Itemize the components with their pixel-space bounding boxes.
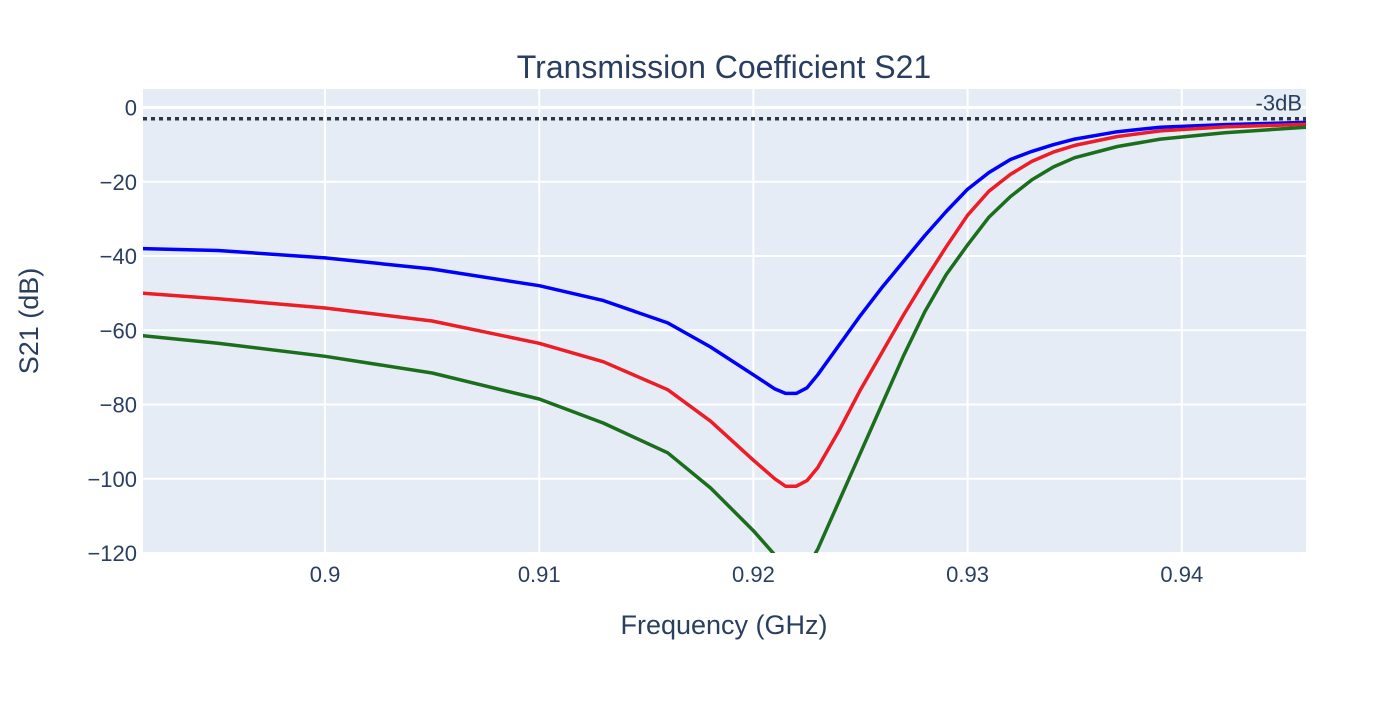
y-gridlines [143,106,1306,554]
y-axis-title: S21 (dB) [14,268,44,375]
x-tick-label: 0.93 [946,562,989,587]
x-tick-label: 0.92 [732,562,775,587]
series-line-1 [143,120,1306,396]
chart-title: Transmission Coefficient S21 [517,49,931,85]
y-tick-label: 0 [125,96,137,121]
series-layer [143,120,1306,553]
y-tick-label: −20 [100,170,137,195]
threshold-label: -3dB [1256,91,1302,116]
y-tick-labels: 0 −20 −40 −60 −80 −100 −120 [87,96,137,566]
y-tick-label: −100 [87,467,137,492]
series-line-2 [143,122,1306,488]
series-line-3 [143,125,1306,553]
x-tick-label: 0.9 [310,562,341,587]
y-tick-label: −60 [100,318,137,343]
threshold-layer: -3dB [143,91,1306,121]
x-axis-title: Frequency (GHz) [620,610,827,640]
y-tick-label: −80 [100,393,137,418]
plot-background [143,89,1306,553]
x-tick-label: 0.94 [1160,562,1203,587]
y-tick-label: −40 [100,244,137,269]
x-tick-labels: 0.9 0.91 0.92 0.93 0.94 [310,562,1203,587]
y-tick-label: −120 [87,541,137,566]
x-gridlines [324,89,1183,553]
x-tick-label: 0.91 [518,562,561,587]
